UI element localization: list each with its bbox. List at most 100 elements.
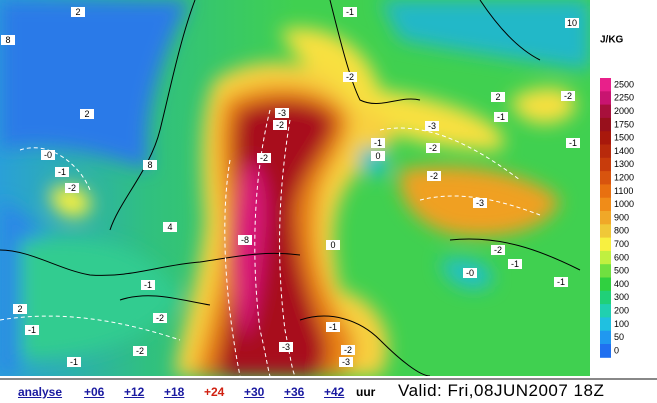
legend-swatch — [600, 330, 611, 345]
legend-swatch — [600, 104, 611, 119]
forecast-link[interactable]: +30 — [244, 385, 265, 399]
legend-level: 700 — [614, 239, 629, 249]
legend-swatch — [600, 344, 611, 358]
legend-level: 2000 — [614, 106, 634, 116]
contour-label: -1 — [511, 259, 519, 269]
legend-swatch — [600, 211, 611, 225]
contour-label: -1 — [70, 357, 78, 367]
contour-label-box — [371, 151, 385, 161]
contour-label-box — [565, 18, 579, 28]
legend-level: 1750 — [614, 119, 634, 129]
contour-label: -1 — [329, 322, 337, 332]
legend-swatch — [600, 237, 611, 252]
legend-level: 2500 — [614, 79, 634, 89]
legend-level: 500 — [614, 266, 629, 276]
legend-level: 100 — [614, 319, 629, 329]
contour-label: -2 — [68, 183, 76, 193]
contour-label-box — [257, 153, 271, 163]
contour-label-box — [554, 277, 568, 287]
contour-label: -8 — [241, 235, 249, 245]
legend-level: 900 — [614, 212, 629, 222]
contour-label: -1 — [58, 167, 66, 177]
contour-label: -2 — [494, 245, 502, 255]
contour-label: 2 — [75, 7, 80, 17]
legend-swatch — [600, 277, 611, 292]
forecast-link[interactable]: +06 — [84, 385, 105, 399]
contour-label-box — [1, 35, 15, 45]
legend-level: 1100 — [614, 186, 633, 196]
legend-swatch — [600, 224, 611, 239]
contour-label-box — [275, 108, 289, 118]
legend-swatch — [600, 290, 611, 305]
contour-label: -2 — [276, 120, 284, 130]
contour-label: -1 — [569, 138, 577, 148]
contour-label-box — [141, 280, 155, 290]
contour-label-box — [279, 342, 293, 352]
contour-label: 2 — [84, 109, 89, 119]
contour-label: -2 — [136, 346, 144, 356]
contour-label-box — [41, 150, 55, 160]
contour-label: 4 — [167, 222, 172, 232]
legend-swatch — [600, 91, 611, 106]
contour-label-box — [425, 121, 439, 131]
legend-swatch — [600, 264, 611, 278]
legend-swatch — [600, 117, 611, 132]
forecast-link[interactable]: +18 — [164, 385, 185, 399]
contour-label-box — [55, 167, 69, 177]
contour-label: 8 — [5, 35, 10, 45]
contour-label-box — [426, 143, 440, 153]
legend-swatch — [600, 144, 611, 159]
contour-label-box — [238, 235, 252, 245]
contour-label: -2 — [564, 91, 572, 101]
legend-level: 1400 — [614, 146, 634, 156]
legend-level: 50 — [614, 332, 624, 342]
contour-label: -3 — [278, 108, 286, 118]
contour-label: 2 — [495, 92, 500, 102]
forecast-link[interactable]: +36 — [284, 385, 305, 399]
legend-swatch — [600, 171, 611, 185]
contour-label-box — [371, 138, 385, 148]
legend-swatch — [600, 184, 611, 199]
legend-swatch — [600, 250, 611, 265]
legend-swatch — [600, 131, 611, 145]
contour-label: -2 — [260, 153, 268, 163]
contour-label-box — [343, 7, 357, 17]
legend: J/KG 25002250200017501500140013001200110… — [600, 35, 634, 358]
contour-label-box — [427, 171, 441, 181]
contour-label-box — [341, 345, 355, 355]
valid-time: Valid: Fri,08JUN2007 18Z — [398, 381, 605, 400]
legend-level: 300 — [614, 292, 629, 302]
contour-label: 8 — [147, 160, 152, 170]
forecast-link[interactable]: +42 — [324, 385, 345, 399]
legend-level: 800 — [614, 226, 629, 236]
contour-label: -1 — [374, 138, 382, 148]
contour-label-box — [326, 322, 340, 332]
contour-label-box — [163, 222, 177, 232]
contour-label: -3 — [476, 198, 484, 208]
legend-level: 400 — [614, 279, 629, 289]
contour-label: -0 — [466, 268, 474, 278]
legend-level: 1000 — [614, 199, 634, 209]
legend-level: 1300 — [614, 159, 634, 169]
forecast-link[interactable]: +12 — [124, 385, 145, 399]
contour-label: -2 — [429, 143, 437, 153]
contour-label: -1 — [144, 280, 152, 290]
contour-label-box — [339, 357, 353, 367]
contour-label-box — [133, 346, 147, 356]
legend-level: 1500 — [614, 133, 634, 143]
contour-label-box — [473, 198, 487, 208]
contour-label: -3 — [342, 357, 350, 367]
contour-label: -0 — [44, 150, 52, 160]
contour-label: -2 — [156, 313, 164, 323]
forecast-link[interactable]: +24 — [204, 385, 225, 399]
forecast-link[interactable]: analyse — [18, 385, 63, 399]
contour-label-box — [494, 112, 508, 122]
contour-label-box — [13, 304, 27, 314]
footer: uur Valid: Fri,08JUN2007 18Z analyse +06 +… — [0, 378, 657, 403]
contour-label-box — [561, 91, 575, 101]
contour-label: 10 — [567, 18, 577, 28]
contour-label-box — [65, 183, 79, 193]
contour-label: -3 — [282, 342, 290, 352]
